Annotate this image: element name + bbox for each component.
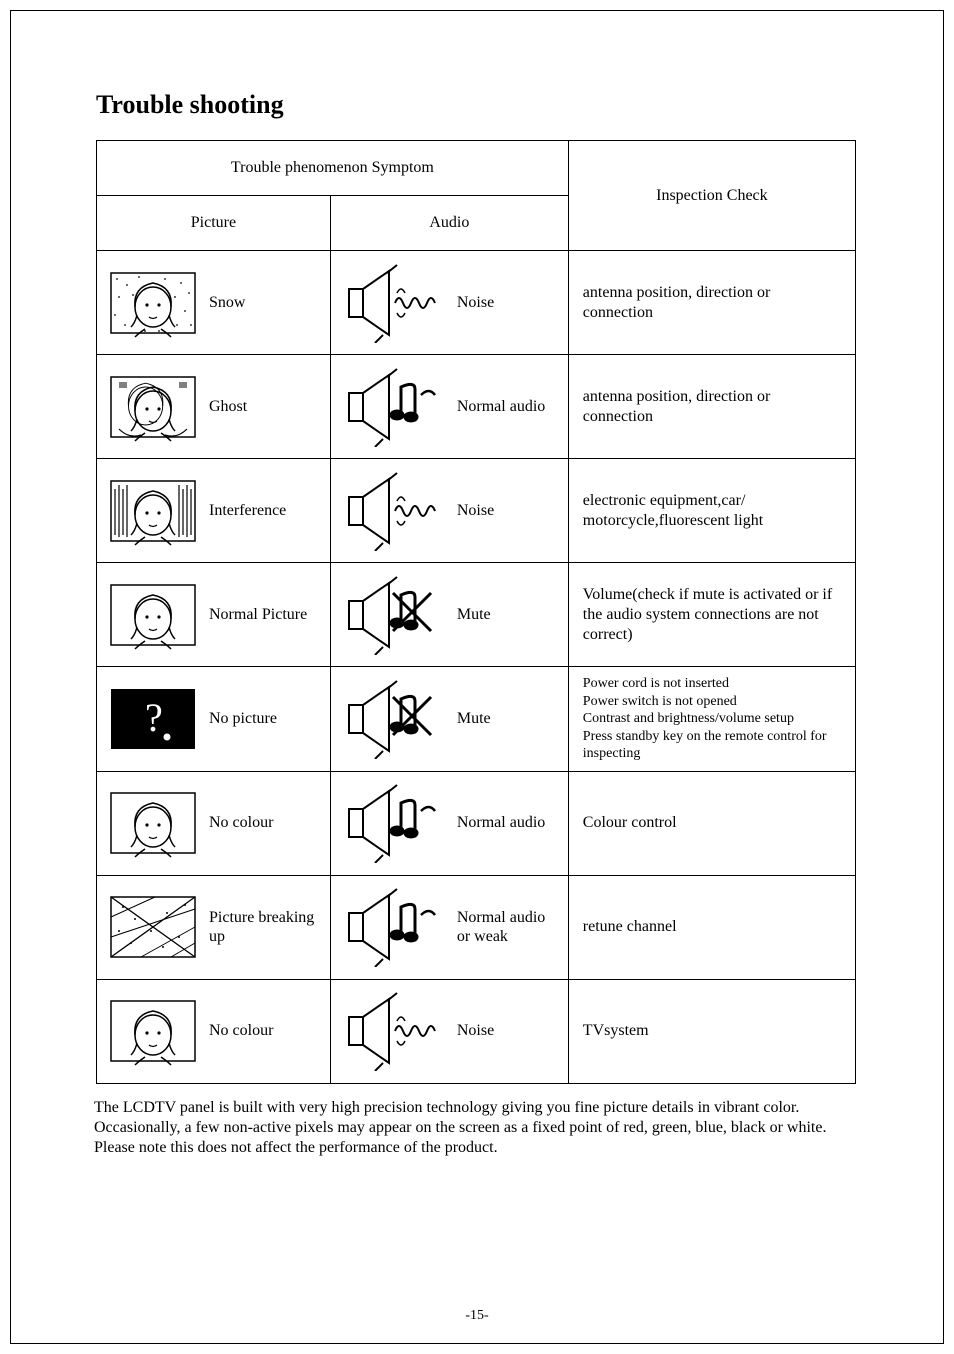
check-cell: antenna position, direction or connectio… [568,251,855,355]
check-cell: electronic equipment,car/ motorcycle,flu… [568,459,855,563]
audio-cell: Mute [330,667,568,772]
picture-label: No colour [209,1021,273,1040]
table-row: Interference Noise electronic equipment,c… [97,459,856,563]
header-symptom: Trouble phenomenon Symptom [97,141,569,196]
speaker-noise-icon [339,263,449,343]
header-check: Inspection Check [568,141,855,251]
picture-label: Normal Picture [209,605,307,624]
speaker-noise-icon [339,471,449,551]
audio-cell: Noise [330,251,568,355]
table-row: No colour Normal audio Colour control [97,771,856,875]
picture-cell: Interference [97,459,331,563]
table-row: No picture Mute Power cord is not inserted… [97,667,856,772]
speaker-mute-icon [339,679,449,759]
breakup-icon [105,891,201,963]
normal-icon [105,995,201,1067]
check-cell: Power cord is not insertedPower switch i… [568,667,855,772]
audio-label: Noise [457,1021,494,1040]
table-row: No colour Noise TVsystem [97,979,856,1083]
picture-cell: No picture [97,667,331,772]
header-audio: Audio [330,196,568,251]
picture-label: Picture breaking up [209,908,322,946]
troubleshooting-table: Trouble phenomenon Symptom Inspection Ch… [96,140,856,1084]
check-cell: antenna position, direction or connectio… [568,355,855,459]
picture-label: No picture [209,709,277,728]
audio-cell: Mute [330,563,568,667]
check-cell: Volume(check if mute is activated or if … [568,563,855,667]
audio-label: Noise [457,501,494,520]
picture-label: Snow [209,293,245,312]
speaker-normal-icon [339,887,449,967]
check-cell: TVsystem [568,979,855,1083]
audio-label: Normal audio or weak [457,908,560,946]
audio-label: Mute [457,605,491,624]
speaker-normal-icon [339,367,449,447]
speaker-normal-icon [339,783,449,863]
ghost-icon [105,371,201,443]
snow-icon [105,267,201,339]
picture-cell: No colour [97,979,331,1083]
audio-cell: Noise [330,979,568,1083]
page-title: Trouble shooting [96,90,864,120]
audio-cell: Noise [330,459,568,563]
check-cell: retune channel [568,875,855,979]
audio-label: Noise [457,293,494,312]
page-number: -15- [0,1308,954,1324]
picture-label: Ghost [209,397,247,416]
picture-label: No colour [209,813,273,832]
picture-label: Interference [209,501,286,520]
nopic-icon [105,683,201,755]
audio-cell: Normal audio [330,771,568,875]
picture-cell: Picture breaking up [97,875,331,979]
speaker-noise-icon [339,991,449,1071]
header-picture: Picture [97,196,331,251]
footnote: The LCDTV panel is built with very high … [94,1098,866,1158]
picture-cell: Ghost [97,355,331,459]
table-row: Picture breaking up Normal audio or weakr… [97,875,856,979]
picture-cell: Snow [97,251,331,355]
audio-cell: Normal audio [330,355,568,459]
table-row: Normal Picture Mute Volume(check if mute … [97,563,856,667]
audio-label: Normal audio [457,813,545,832]
picture-cell: Normal Picture [97,563,331,667]
interference-icon [105,475,201,547]
audio-cell: Normal audio or weak [330,875,568,979]
audio-label: Mute [457,709,491,728]
table-row: Ghost Normal audio antenna position, dire… [97,355,856,459]
picture-cell: No colour [97,771,331,875]
normal-icon [105,787,201,859]
normal-icon [105,579,201,651]
check-cell: Colour control [568,771,855,875]
audio-label: Normal audio [457,397,545,416]
speaker-mute-icon [339,575,449,655]
table-row: Snow Noise antenna position, direction or … [97,251,856,355]
